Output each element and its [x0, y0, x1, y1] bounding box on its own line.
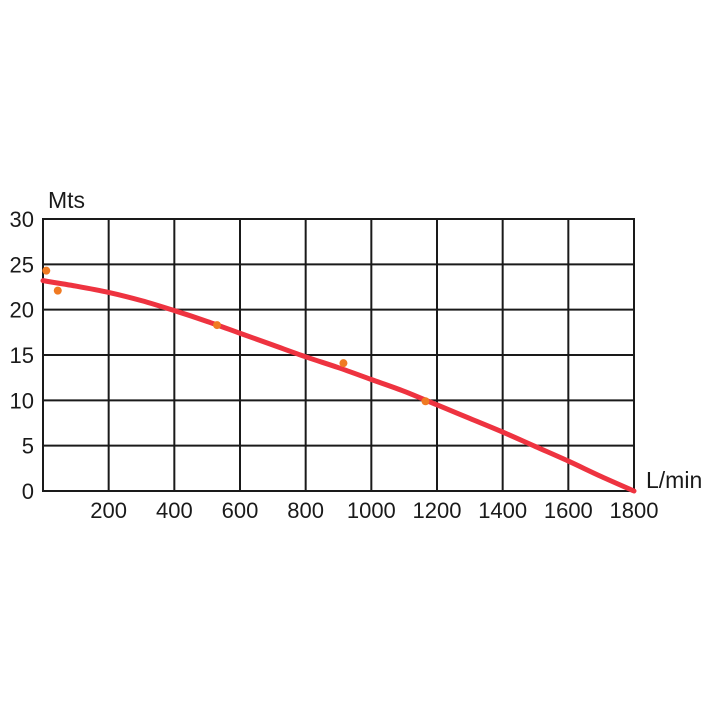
plot-frame [42, 218, 635, 492]
tick-labels: 200 400 600 800 1000 1200 1400 1600 1800 0 5 10 15 20… [10, 207, 659, 523]
x-tick-label-8: 1800 [610, 498, 659, 523]
data-point-4 [421, 397, 430, 406]
x-tick-label-7: 1600 [544, 498, 593, 523]
data-point-0 [42, 266, 51, 275]
y-tick-label-5: 25 [10, 252, 34, 277]
data-point-1 [53, 286, 62, 295]
y-tick-label-1: 5 [22, 434, 34, 459]
pump-curve-line [40, 278, 637, 494]
x-tick-label-3: 800 [287, 498, 324, 523]
y-tick-label-4: 20 [10, 298, 34, 323]
plot-border [42, 218, 635, 492]
x-tick-label-1: 400 [156, 498, 193, 523]
y-tick-label-2: 10 [10, 388, 34, 413]
x-tick-label-4: 1000 [347, 498, 396, 523]
x-tick-label-5: 1200 [413, 498, 462, 523]
x-tick-label-0: 200 [90, 498, 127, 523]
y-tick-label-3: 15 [10, 343, 34, 368]
y-axis-label: Mts [48, 187, 85, 213]
x-axis-label: L/min [646, 467, 702, 493]
data-point-3 [339, 359, 348, 368]
data-point-2 [213, 321, 222, 330]
x-tick-label-2: 600 [222, 498, 259, 523]
y-tick-label-6: 30 [10, 207, 34, 232]
y-tick-label-0: 0 [22, 479, 34, 504]
curve-layer [40, 278, 637, 494]
x-tick-label-6: 1400 [478, 498, 527, 523]
points-layer [42, 266, 430, 406]
